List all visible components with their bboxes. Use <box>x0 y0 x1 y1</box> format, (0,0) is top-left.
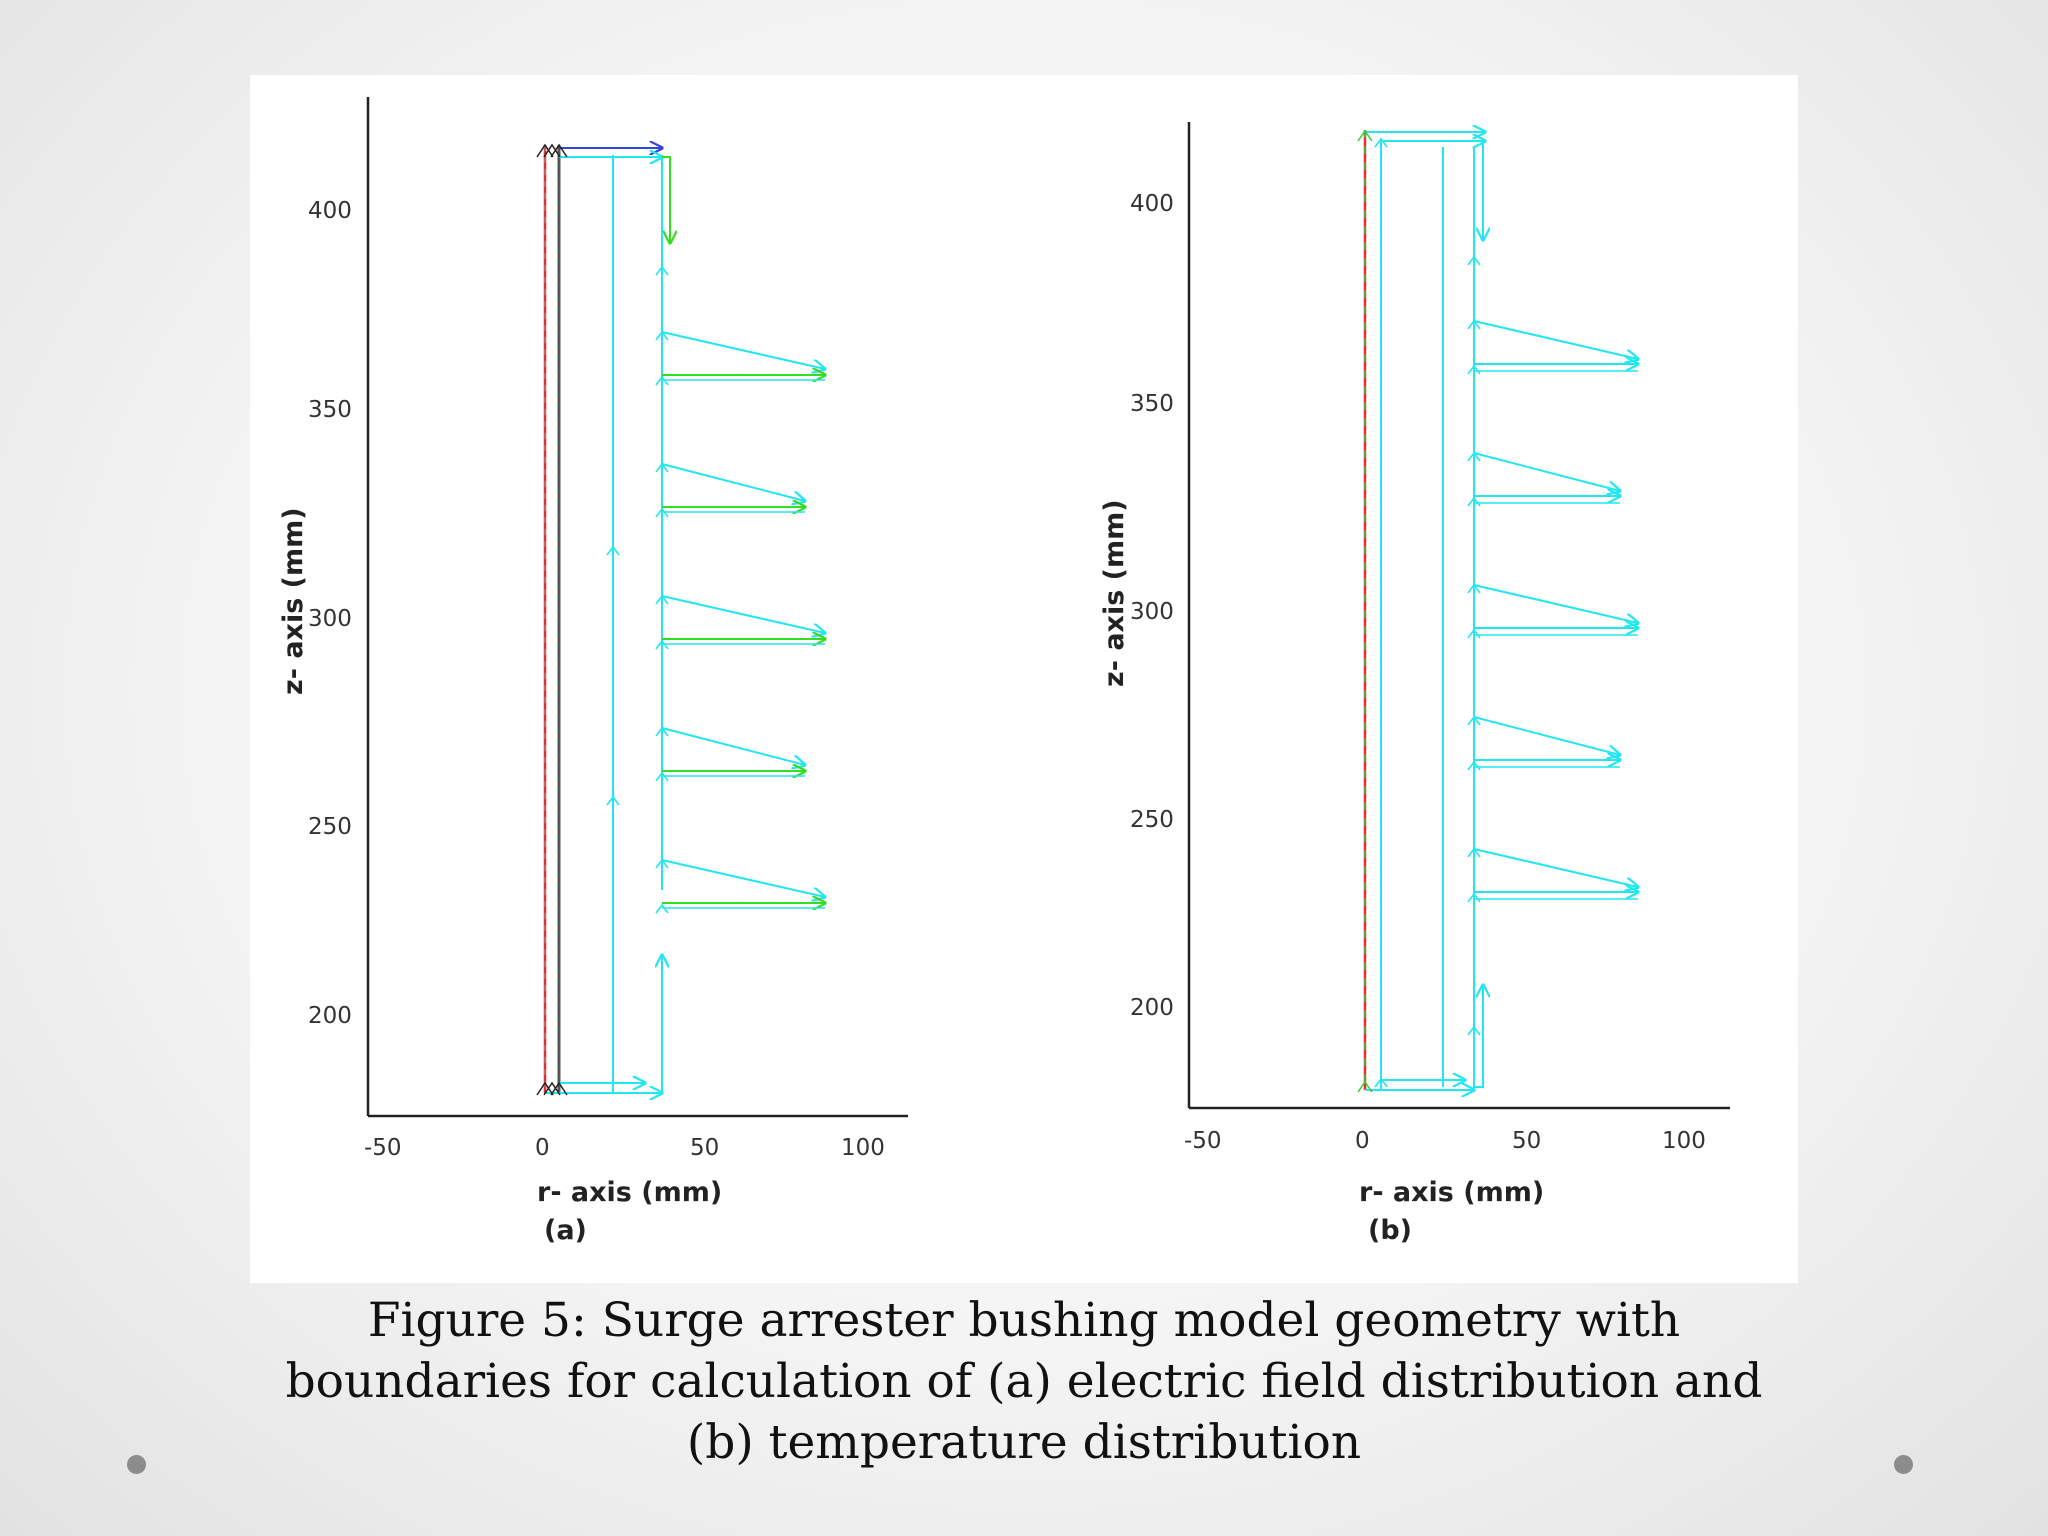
slide-bullet-left <box>127 1455 146 1474</box>
x-tick-neg50: -50 <box>1184 1128 1222 1154</box>
caption-line-3: (b) temperature distribution <box>686 1415 1362 1470</box>
top-field-boundary <box>1474 140 1483 240</box>
x-tick-0: 0 <box>535 1135 550 1161</box>
shed-5 <box>1473 848 1638 900</box>
shed-5 <box>661 859 825 908</box>
y-tick-250: 250 <box>308 814 352 840</box>
figure-caption: Figure 5: Surge arrester bushing model g… <box>250 1290 1798 1473</box>
y-tick-350: 350 <box>1130 391 1174 417</box>
y-tick-350: 350 <box>308 397 352 423</box>
y-tick-300: 300 <box>1130 599 1174 625</box>
shed-2 <box>1473 452 1620 504</box>
shed-3 <box>1473 584 1638 636</box>
slide-bullet-right <box>1894 1455 1913 1474</box>
panel-sublabel: (b) <box>1368 1215 1412 1246</box>
y-axis-label: z- axis (mm) <box>278 507 309 695</box>
y-tick-300: 300 <box>308 606 352 632</box>
x-tick-50: 50 <box>1512 1128 1541 1154</box>
y-tick-400: 400 <box>1130 191 1174 217</box>
shed-2 <box>661 463 805 512</box>
shed-3 <box>661 595 825 644</box>
x-tick-100: 100 <box>1662 1128 1706 1154</box>
diagram-canvas: 400 350 300 250 200 -50 0 50 100 z- axis… <box>278 97 1730 1246</box>
shed-4 <box>1473 716 1620 768</box>
shed-1 <box>661 331 825 380</box>
shed-1 <box>1473 320 1638 372</box>
shed-4 <box>661 727 805 776</box>
caption-line-1: Figure 5: Surge arrester bushing model g… <box>367 1293 1681 1348</box>
x-tick-0: 0 <box>1355 1128 1370 1154</box>
caption-line-2: boundaries for calculation of (a) electr… <box>285 1354 1763 1409</box>
top-field-boundary <box>662 156 670 243</box>
x-tick-neg50: -50 <box>364 1135 402 1161</box>
panel-b: 400 350 300 250 200 -50 0 50 100 z- axis… <box>1099 122 1730 1246</box>
y-tick-200: 200 <box>1130 995 1174 1021</box>
y-tick-250: 250 <box>1130 807 1174 833</box>
y-tick-200: 200 <box>308 1003 352 1029</box>
panel-sublabel: (a) <box>544 1215 587 1246</box>
corner-node-markers <box>536 143 568 1096</box>
panel-a: 400 350 300 250 200 -50 0 50 100 z- axis… <box>278 97 908 1246</box>
y-tick-400: 400 <box>308 198 352 224</box>
surface-arrow-marks <box>606 265 669 914</box>
surface-arrow-marks <box>1374 137 1481 1088</box>
bottom-outer-boundary <box>1474 985 1483 1088</box>
x-axis-label: r- axis (mm) <box>1359 1177 1544 1208</box>
x-tick-100: 100 <box>841 1135 885 1161</box>
y-axis-label: z- axis (mm) <box>1099 499 1130 687</box>
corner-node-markers <box>1357 129 1373 1093</box>
figure-panel: 400 350 300 250 200 -50 0 50 100 z- axis… <box>250 75 1798 1283</box>
x-axis-label: r- axis (mm) <box>537 1177 722 1208</box>
x-tick-50: 50 <box>690 1135 719 1161</box>
